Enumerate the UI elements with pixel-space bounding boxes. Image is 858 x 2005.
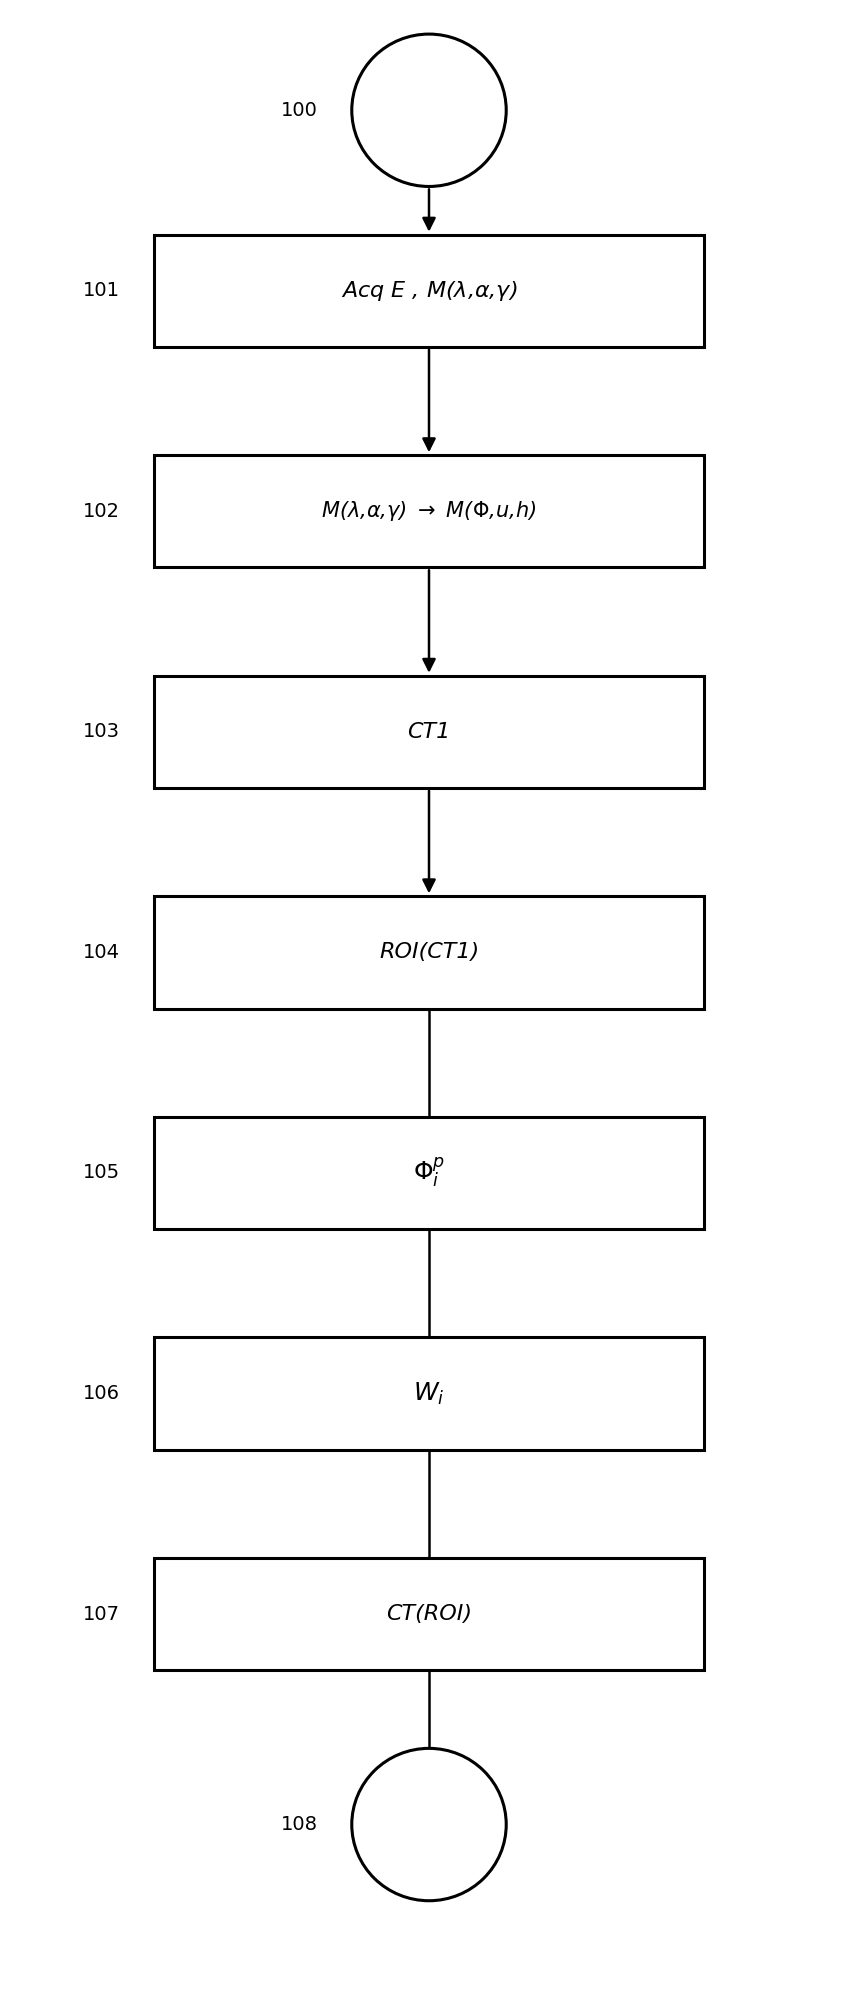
Text: $\Phi_i^p$: $\Phi_i^p$ [413, 1155, 445, 1191]
Text: Acq E , M($\lambda$,$\alpha$,$\gamma$): Acq E , M($\lambda$,$\alpha$,$\gamma$) [341, 279, 517, 303]
Text: 102: 102 [83, 501, 120, 521]
Text: 103: 103 [83, 722, 120, 742]
Text: 108: 108 [281, 1815, 317, 1835]
FancyBboxPatch shape [154, 1558, 704, 1670]
FancyBboxPatch shape [154, 455, 704, 567]
Text: ROI(CT1): ROI(CT1) [379, 942, 479, 962]
Text: 105: 105 [83, 1163, 120, 1183]
FancyBboxPatch shape [154, 1337, 704, 1450]
Text: 107: 107 [83, 1604, 120, 1624]
FancyBboxPatch shape [154, 1117, 704, 1229]
Text: $W_i$: $W_i$ [414, 1379, 444, 1408]
Text: 101: 101 [83, 281, 120, 301]
Text: CT(ROI): CT(ROI) [386, 1604, 472, 1624]
FancyBboxPatch shape [154, 896, 704, 1009]
Text: CT1: CT1 [408, 722, 450, 742]
Ellipse shape [352, 34, 506, 186]
Text: 100: 100 [281, 100, 317, 120]
FancyBboxPatch shape [154, 235, 704, 347]
Text: M($\lambda$,$\alpha$,$\gamma$) $\rightarrow$ M($\Phi$,u,h): M($\lambda$,$\alpha$,$\gamma$) $\rightar… [322, 499, 536, 523]
Text: 104: 104 [83, 942, 120, 962]
Text: 106: 106 [83, 1383, 120, 1403]
FancyBboxPatch shape [154, 676, 704, 788]
Ellipse shape [352, 1748, 506, 1901]
